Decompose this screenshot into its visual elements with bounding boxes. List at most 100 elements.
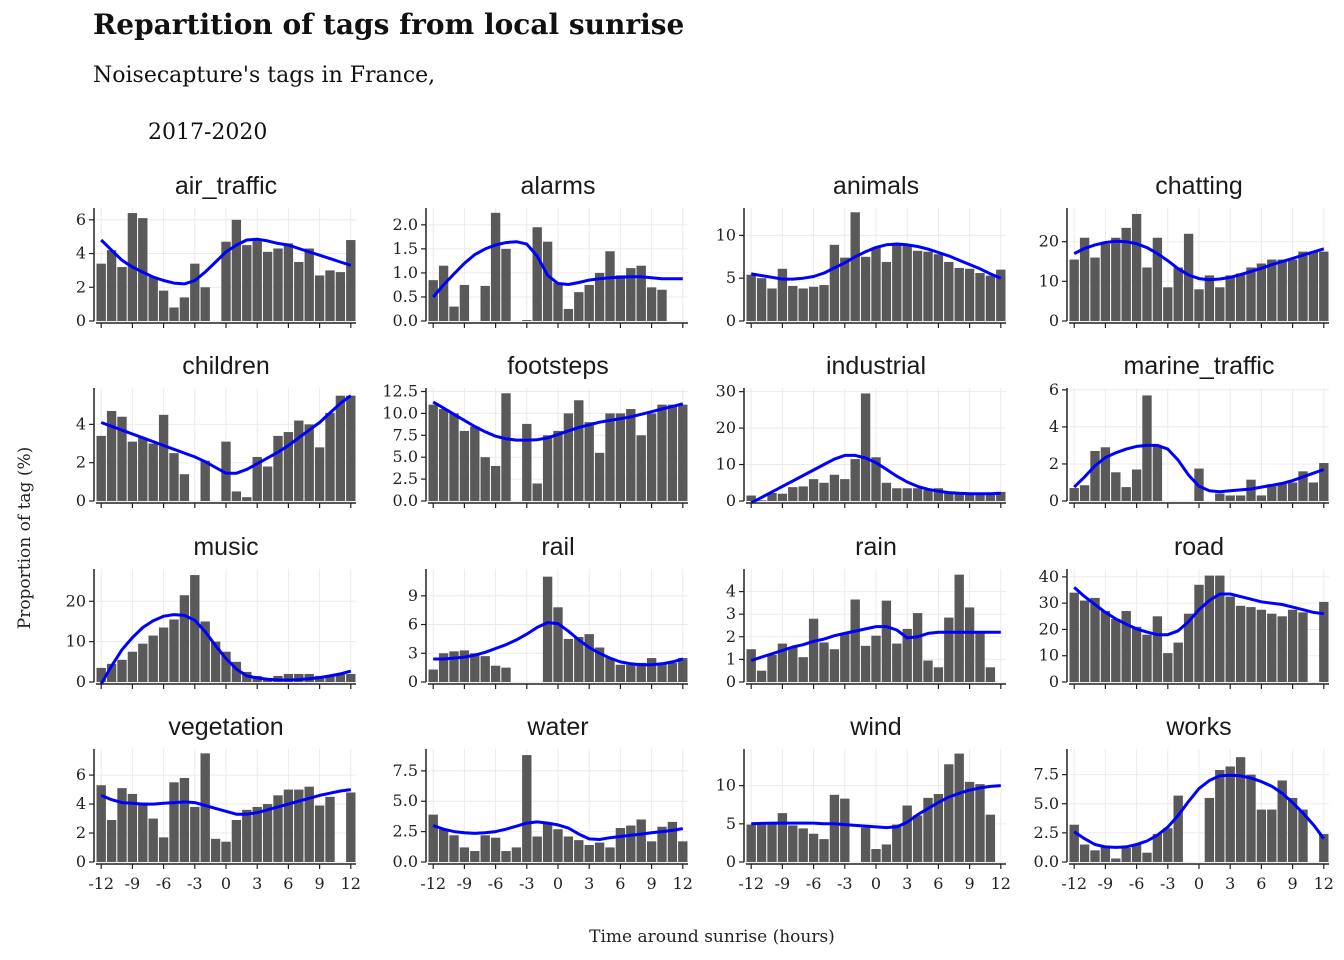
bar bbox=[985, 493, 996, 501]
bar bbox=[1069, 592, 1079, 682]
x-tick-label: -9 bbox=[775, 874, 791, 893]
bar bbox=[892, 824, 902, 862]
bar bbox=[1194, 584, 1204, 682]
bar bbox=[746, 649, 756, 682]
bar bbox=[996, 491, 1006, 501]
bar bbox=[542, 576, 553, 682]
bar bbox=[777, 643, 788, 682]
x-tick-label: -6 bbox=[1129, 874, 1145, 893]
bar bbox=[574, 840, 584, 862]
x-tick-label: 0 bbox=[1194, 874, 1204, 893]
bar bbox=[860, 827, 871, 862]
bar bbox=[975, 273, 985, 321]
x-tick-label: -3 bbox=[187, 874, 203, 893]
bar bbox=[273, 248, 283, 321]
bar bbox=[777, 813, 788, 862]
panel-air_traffic: 0 2 4 6 air_traffic bbox=[76, 172, 356, 330]
bar bbox=[840, 479, 850, 501]
bar bbox=[200, 753, 210, 862]
bar bbox=[933, 254, 944, 321]
bar bbox=[438, 409, 449, 501]
bar bbox=[808, 479, 819, 501]
x-tick-label: -9 bbox=[1098, 874, 1114, 893]
x-tick-label: 3 bbox=[902, 874, 912, 893]
y-tick-label: 3 bbox=[726, 604, 736, 623]
bar bbox=[1131, 213, 1142, 321]
bar bbox=[605, 847, 615, 862]
bar bbox=[1142, 267, 1152, 321]
bar bbox=[210, 838, 221, 862]
y-tick-label: 5.0 bbox=[393, 447, 418, 466]
bar bbox=[1215, 287, 1225, 321]
bar bbox=[158, 290, 169, 321]
bar bbox=[106, 250, 117, 321]
facet-title: animals bbox=[833, 172, 919, 200]
bar bbox=[210, 641, 221, 682]
panel-vegetation: 0 2 4 6 -12 -9 -6 -3 0 3 6 9 12 vegetation bbox=[76, 713, 361, 893]
x-tick-label: 12 bbox=[991, 874, 1011, 893]
bar bbox=[1308, 482, 1319, 501]
bar bbox=[117, 267, 127, 321]
y-tick-label: 6 bbox=[1049, 380, 1059, 399]
bar bbox=[954, 753, 964, 862]
trend-line bbox=[750, 625, 1001, 662]
bar bbox=[657, 662, 667, 682]
y-tick-label: 2.0 bbox=[393, 215, 418, 234]
bar bbox=[840, 798, 850, 862]
bar bbox=[881, 261, 892, 321]
bar bbox=[808, 833, 819, 862]
x-axis-title: Time around sunrise (hours) bbox=[589, 927, 835, 947]
bar bbox=[563, 836, 574, 862]
y-tick-label: 2.5 bbox=[1034, 823, 1059, 842]
bar bbox=[574, 400, 584, 501]
x-tick-label: 12 bbox=[1314, 874, 1334, 893]
bar bbox=[798, 486, 808, 501]
bar bbox=[964, 607, 975, 682]
bar bbox=[1204, 797, 1215, 862]
bar bbox=[1256, 809, 1267, 862]
bar bbox=[438, 829, 449, 862]
bar bbox=[1069, 824, 1079, 862]
bar bbox=[283, 243, 294, 321]
bar bbox=[746, 824, 756, 862]
y-tick-label: 12.5 bbox=[382, 382, 418, 401]
bar bbox=[798, 828, 808, 862]
bar bbox=[954, 574, 964, 682]
x-tick-label: 0 bbox=[871, 874, 881, 893]
bar bbox=[646, 413, 657, 501]
bar bbox=[522, 320, 532, 321]
bar bbox=[304, 248, 314, 321]
x-tick-label: 6 bbox=[933, 874, 943, 893]
bar bbox=[346, 792, 356, 862]
bar bbox=[314, 805, 325, 862]
y-tick-label: 20 bbox=[1039, 232, 1059, 251]
bar bbox=[954, 493, 964, 501]
bar bbox=[1079, 844, 1090, 862]
bar bbox=[117, 788, 127, 862]
bar bbox=[335, 673, 346, 682]
bar bbox=[767, 654, 777, 682]
bar bbox=[912, 613, 923, 682]
trend-line bbox=[1073, 239, 1325, 282]
x-tick-label: -12 bbox=[88, 874, 114, 893]
bar bbox=[1319, 463, 1329, 501]
bar bbox=[1256, 495, 1267, 501]
bar bbox=[501, 851, 511, 862]
bar bbox=[975, 493, 985, 501]
y-tick-label: 7.5 bbox=[393, 425, 418, 444]
bar bbox=[798, 657, 808, 682]
bar bbox=[127, 441, 138, 501]
bar bbox=[626, 268, 636, 321]
bar bbox=[1100, 846, 1111, 862]
panel-alarms: 0.0 0.5 1.0 1.5 2.0 alarms bbox=[393, 172, 688, 330]
y-tick-label: 1.5 bbox=[393, 239, 418, 258]
y-tick-label: 0 bbox=[1049, 311, 1059, 330]
bar bbox=[542, 241, 553, 321]
x-tick-label: 3 bbox=[584, 874, 594, 893]
bar bbox=[1152, 616, 1163, 682]
bar bbox=[190, 575, 200, 682]
bar bbox=[1163, 287, 1173, 321]
bar bbox=[574, 636, 584, 682]
bar bbox=[563, 638, 574, 682]
bar bbox=[892, 643, 902, 682]
